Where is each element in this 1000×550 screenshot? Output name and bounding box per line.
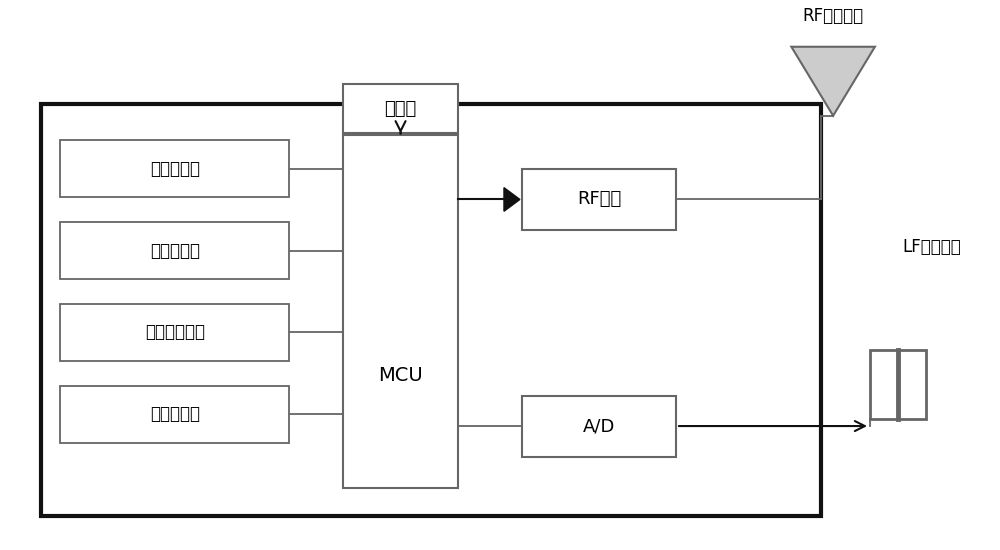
Bar xyxy=(343,135,458,488)
Bar xyxy=(522,395,676,456)
Bar xyxy=(522,169,676,230)
Bar xyxy=(41,104,821,516)
Text: 温度传感器: 温度传感器 xyxy=(150,160,200,178)
Bar xyxy=(343,84,458,134)
Text: MCU: MCU xyxy=(378,366,423,385)
Text: LF接收天线: LF接收天线 xyxy=(903,238,962,256)
Bar xyxy=(60,140,289,197)
Text: 电压传感器: 电压传感器 xyxy=(150,405,200,423)
Text: 压力传感器: 压力传感器 xyxy=(150,241,200,260)
Bar xyxy=(60,386,289,443)
Polygon shape xyxy=(791,47,875,115)
Text: RF调制: RF调制 xyxy=(577,190,621,208)
Text: 锂电池: 锂电池 xyxy=(384,100,417,118)
Polygon shape xyxy=(504,188,520,211)
Text: 加速度传感器: 加速度传感器 xyxy=(145,323,205,342)
Bar xyxy=(60,304,289,361)
Bar xyxy=(870,350,926,419)
Text: RF发送天线: RF发送天线 xyxy=(803,7,864,25)
Bar xyxy=(60,222,289,279)
Text: A/D: A/D xyxy=(583,417,615,435)
